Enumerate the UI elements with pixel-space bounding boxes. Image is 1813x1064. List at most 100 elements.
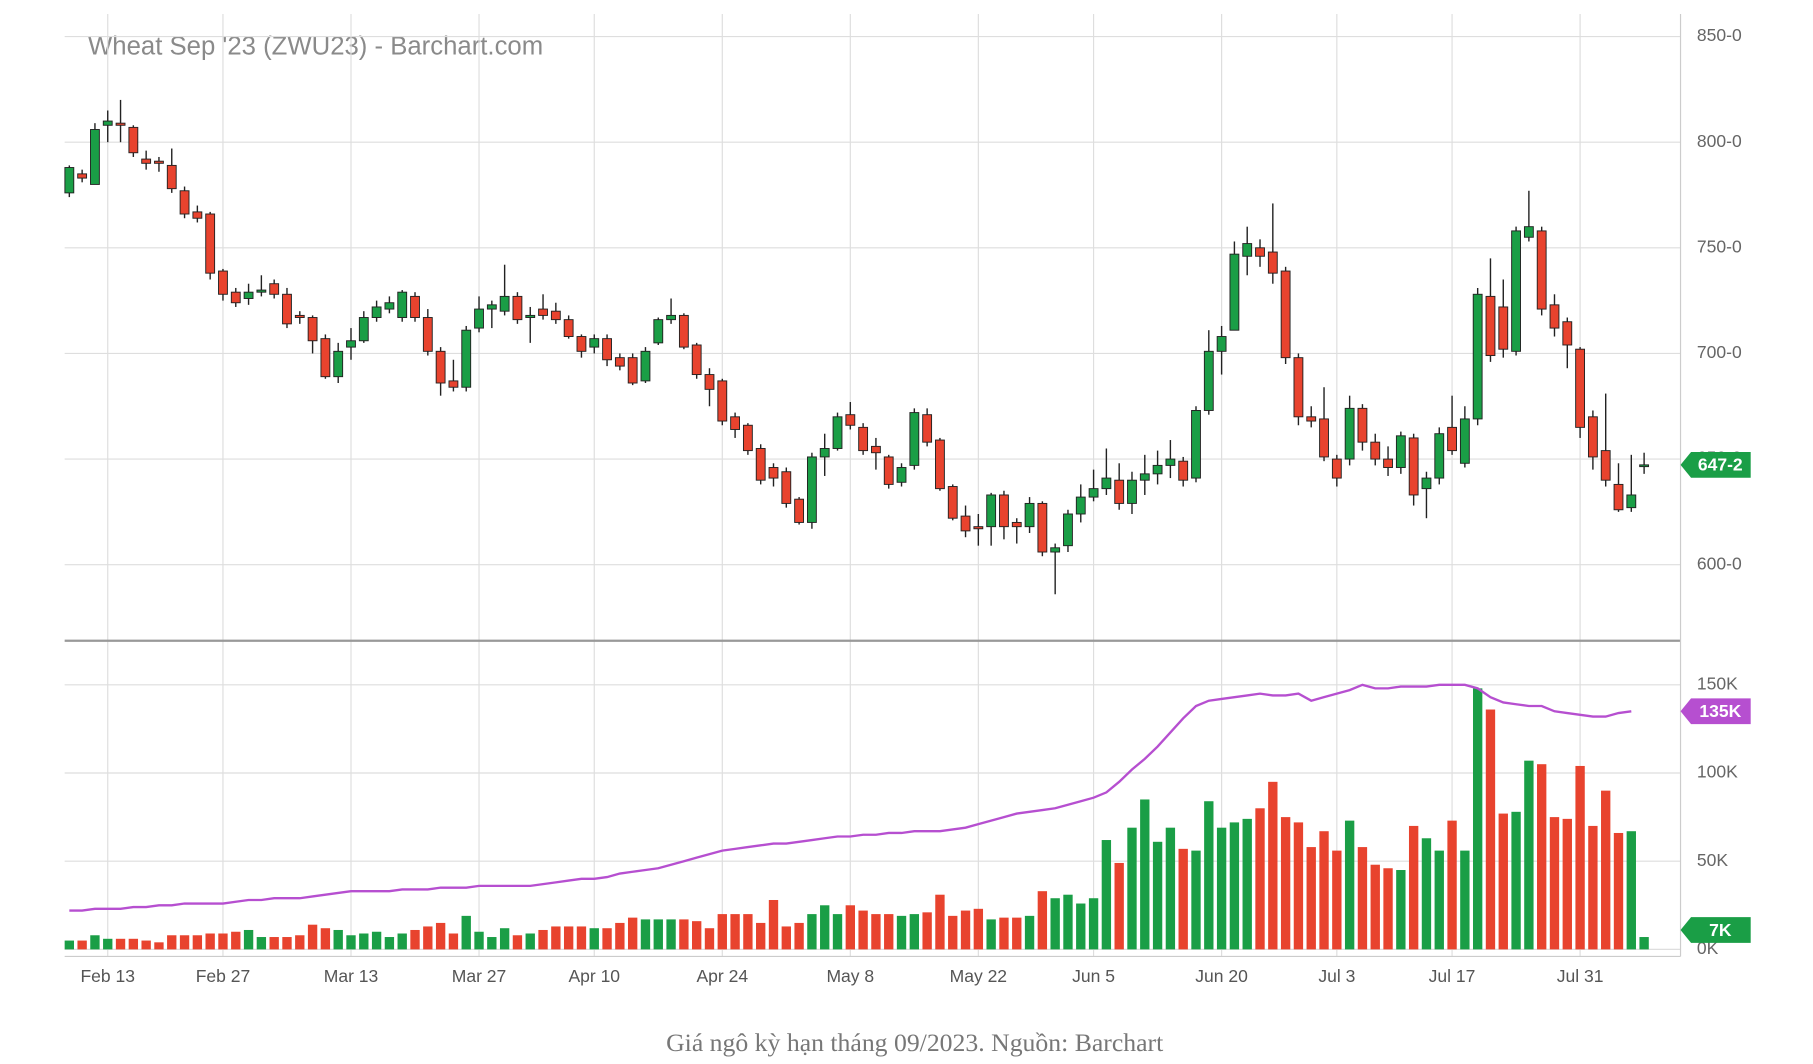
volume-bar	[1165, 827, 1176, 950]
candle-body	[410, 295, 420, 318]
y-tick-label: 700-0	[1697, 342, 1742, 362]
y-tick-label: 750-0	[1697, 236, 1742, 256]
candle-body	[1178, 460, 1189, 481]
volume-bar	[90, 935, 100, 950]
candle-body	[614, 357, 625, 367]
volume-bar	[218, 933, 228, 950]
volume-bar	[1152, 841, 1163, 950]
volume-bar	[960, 910, 971, 950]
candle-body	[1229, 253, 1240, 331]
candle-body	[691, 344, 702, 376]
volume-bar	[1255, 808, 1265, 950]
candle-body	[858, 426, 869, 452]
candle-body	[550, 310, 561, 321]
candle-body	[704, 374, 715, 390]
volume-bar	[410, 929, 420, 950]
candle-body	[1267, 251, 1278, 274]
volume-bar	[243, 929, 254, 950]
volume-bar	[896, 915, 907, 950]
candle-body	[742, 424, 753, 452]
candle-body	[755, 448, 766, 481]
volume-bar	[1191, 850, 1201, 950]
volume-bar	[1088, 898, 1099, 950]
volume-bar	[269, 937, 279, 950]
x-tick-label: Mar 13	[324, 966, 379, 986]
volume-bar	[1050, 898, 1060, 950]
volume-bar	[1601, 790, 1611, 950]
candle-body	[1075, 496, 1086, 515]
candle-body	[1408, 437, 1419, 496]
candle-body	[640, 350, 651, 382]
volume-bar	[1421, 838, 1432, 950]
volume-bar	[1357, 847, 1368, 950]
candle-body	[1306, 416, 1317, 422]
candle-body	[576, 336, 587, 352]
volume-bar	[1498, 813, 1508, 950]
candle-body	[896, 467, 907, 483]
chart-title: Wheat Sep '23 (ZWU23) - Barchart.com	[88, 33, 543, 61]
y-tick-label: 150K	[1697, 673, 1738, 693]
candle-body	[397, 291, 408, 318]
volume-bar	[627, 917, 638, 950]
volume-bar	[1332, 850, 1342, 950]
candle-body	[1549, 304, 1560, 329]
volume-bar	[858, 910, 868, 950]
candle-body	[1639, 464, 1650, 468]
candle-body	[486, 304, 497, 310]
volume-bar	[1306, 847, 1316, 950]
volume-bar	[1293, 822, 1304, 950]
volume-bar	[1575, 765, 1585, 950]
candle-body	[474, 308, 484, 329]
x-tick-label: Apr 24	[696, 966, 748, 986]
volume-bar	[320, 928, 331, 950]
volume-bar	[1562, 818, 1572, 950]
volume-bar	[295, 935, 305, 950]
volume-bar	[1383, 868, 1393, 950]
candle-body	[871, 445, 881, 454]
candle-body	[512, 295, 523, 321]
candle-body	[1101, 477, 1112, 490]
volume-bar	[103, 938, 113, 950]
candle-body	[1447, 426, 1457, 452]
candle-body	[666, 314, 676, 321]
volume-bar	[973, 908, 984, 950]
volume-bar	[154, 942, 164, 950]
volume-bar	[935, 894, 945, 950]
x-tick-label: May 22	[950, 966, 1007, 986]
caption: Giá ngô kỳ hạn tháng 09/2023. Nguồn: Bar…	[666, 1028, 1163, 1057]
volume-bar	[1229, 822, 1240, 950]
volume-bar	[1076, 903, 1086, 950]
candle-body	[333, 350, 344, 378]
candle-body	[1011, 521, 1022, 528]
candle-body	[90, 129, 100, 185]
y-tick-label: 600-0	[1697, 553, 1742, 573]
candle-body	[192, 211, 203, 219]
volume-bar	[448, 933, 459, 950]
candle-body	[230, 291, 241, 304]
candle-body	[806, 456, 817, 523]
volume-bar	[640, 919, 651, 950]
candle-body	[960, 515, 971, 532]
candle-body	[154, 160, 164, 164]
volume-bar	[1434, 850, 1444, 950]
candle-body	[909, 412, 920, 466]
candle-body	[1152, 464, 1163, 475]
candle-body	[1498, 306, 1509, 350]
volume-bar	[1588, 825, 1598, 950]
volume-bar	[128, 938, 139, 950]
volume-bar	[474, 931, 484, 950]
x-tick-label: Feb 13	[80, 966, 135, 986]
volume-bar	[141, 940, 151, 950]
candle-body	[999, 494, 1009, 528]
candle-body	[922, 414, 933, 443]
candle-body	[1562, 321, 1573, 346]
volume-bar	[1140, 799, 1150, 950]
x-tick-label: Jul 3	[1318, 966, 1355, 986]
candle-body	[947, 486, 958, 519]
volume-bar	[768, 899, 779, 950]
candle-body	[1280, 270, 1291, 359]
candle-body	[1587, 416, 1598, 458]
volume-bar	[717, 914, 727, 950]
volume-bar	[1370, 864, 1380, 950]
candle-body	[717, 380, 728, 422]
